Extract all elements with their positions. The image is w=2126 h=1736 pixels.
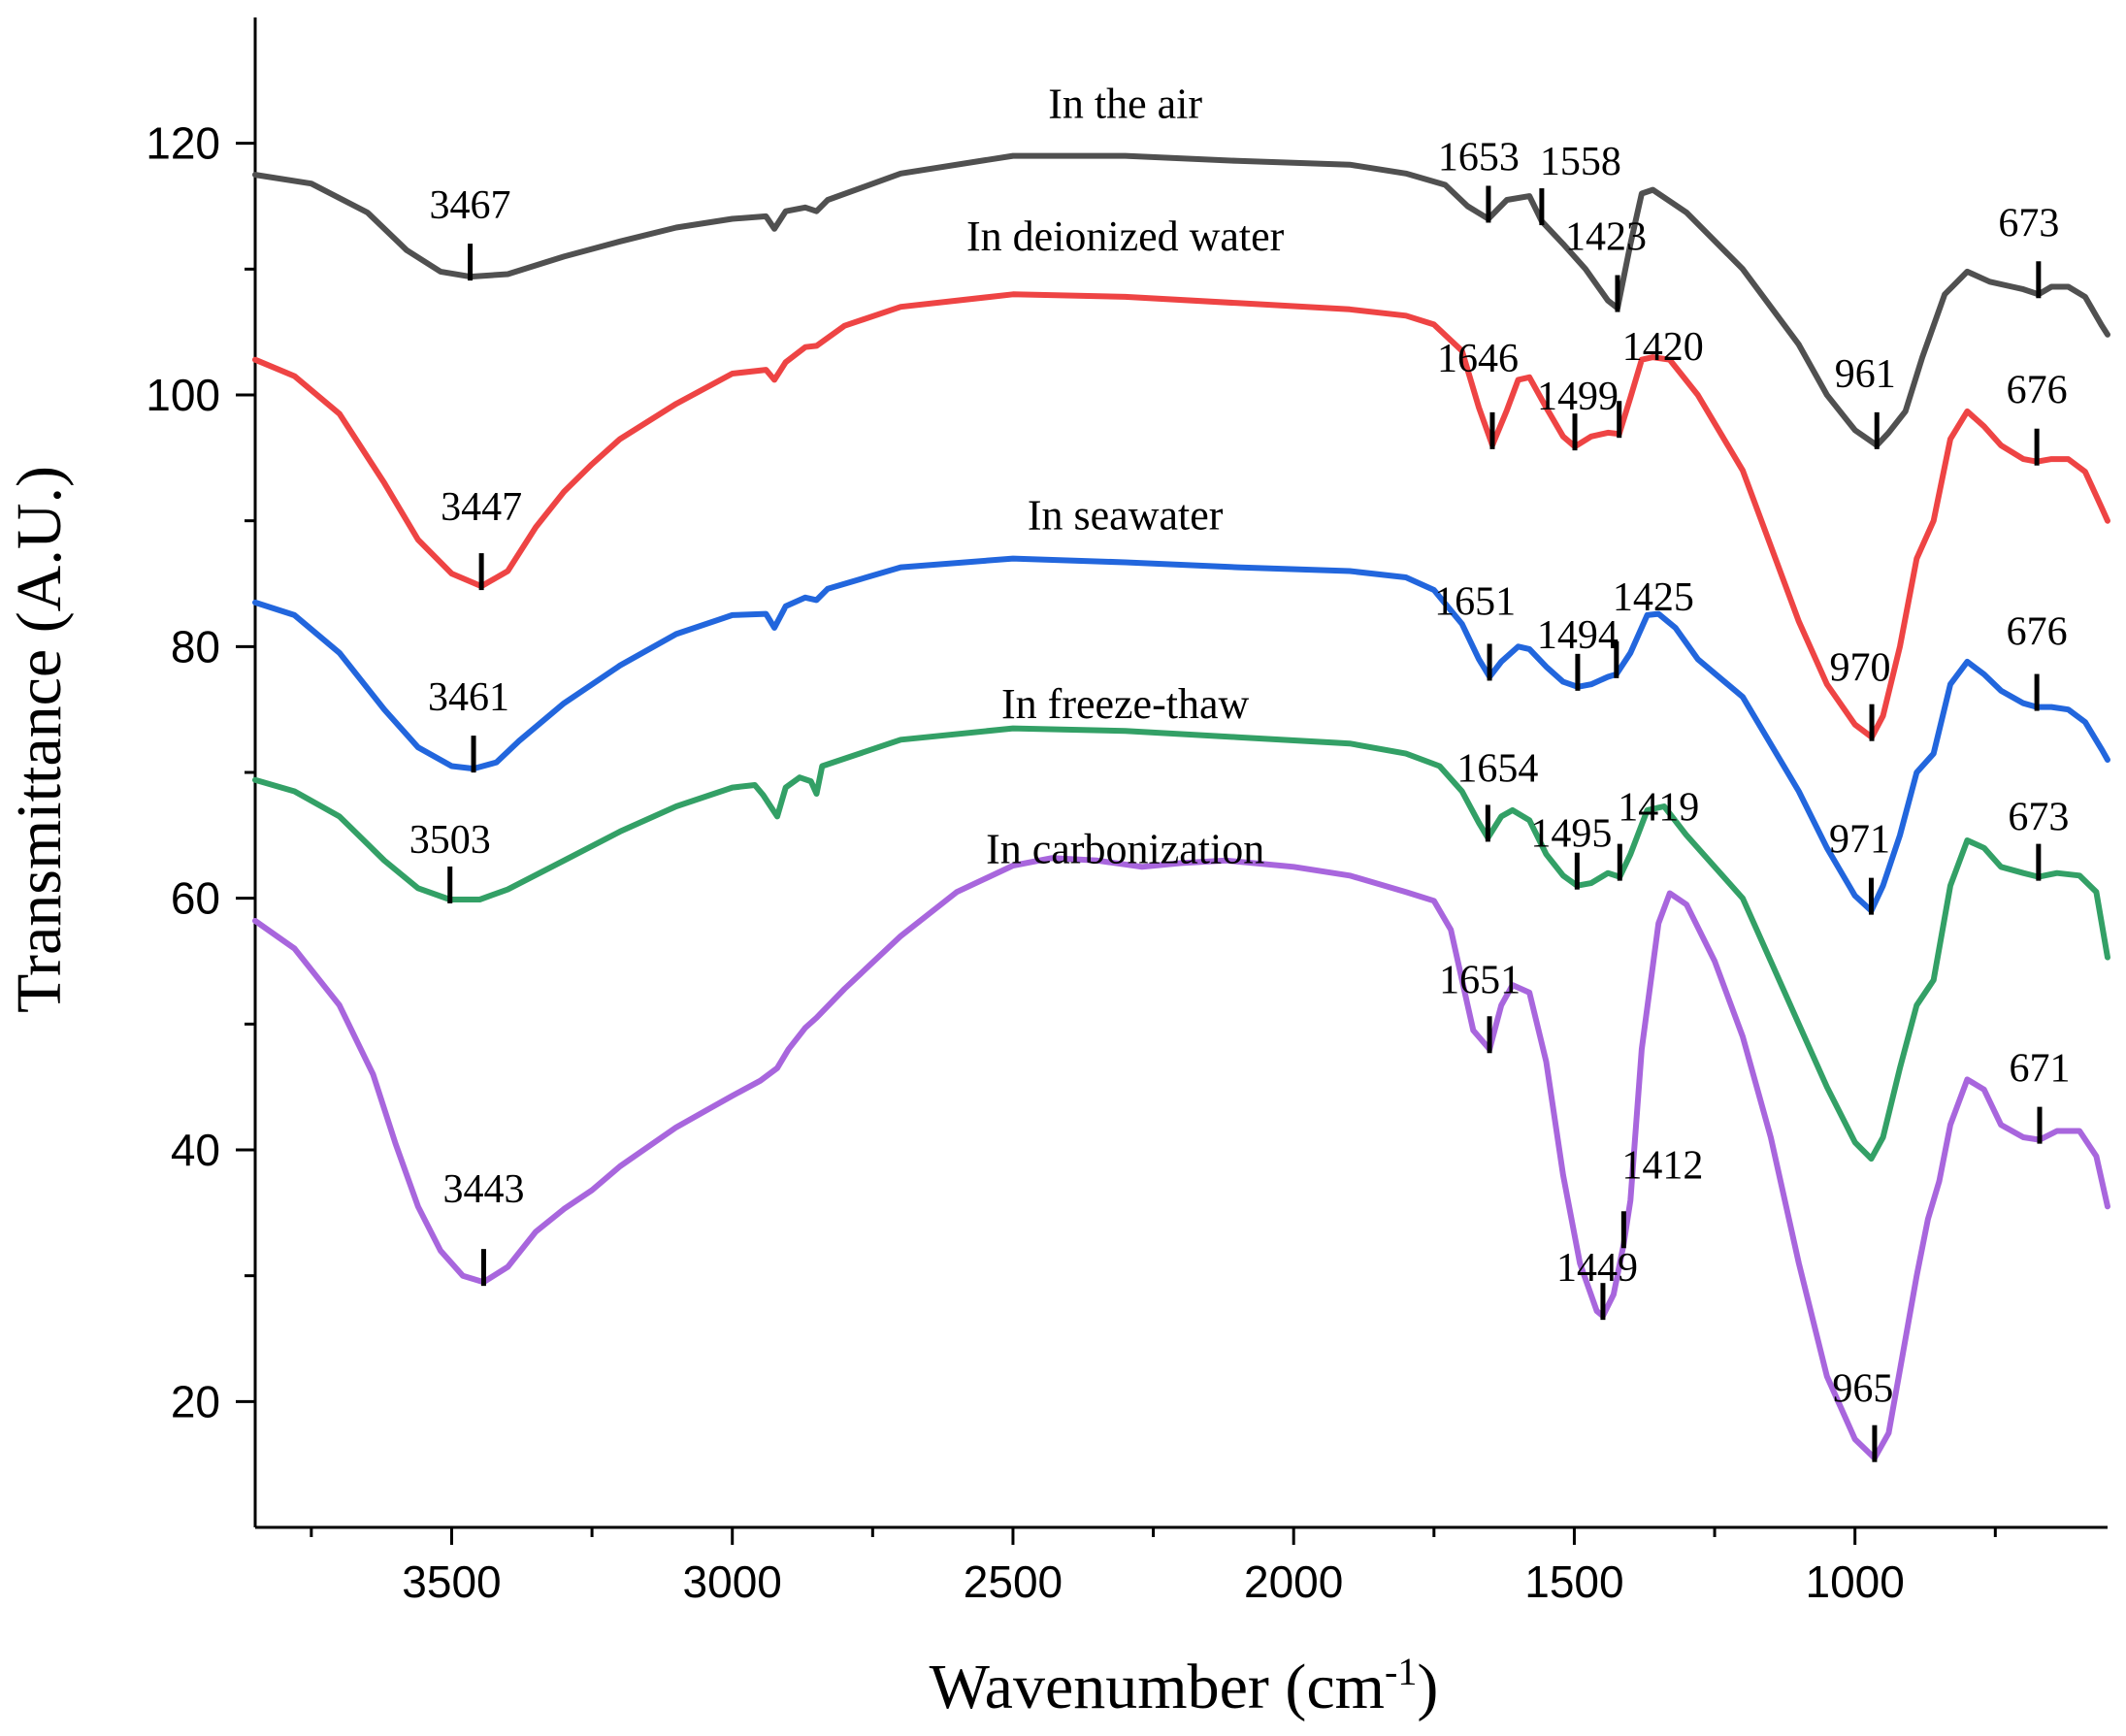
- axes: 3500 3000 2500 2000 1500 1000 20 40 60 80 100 120: [146, 17, 2108, 1607]
- peak-label: 1425: [1613, 575, 1694, 620]
- peak-label: 673: [2008, 796, 2069, 840]
- peak-label: 965: [1832, 1367, 1893, 1412]
- peak-label: 1499: [1537, 375, 1619, 419]
- y-tick-label: 80: [171, 621, 220, 671]
- peak-label: 673: [1998, 201, 2059, 246]
- peak-label: 1420: [1622, 325, 1704, 370]
- x-tick-label: 3000: [683, 1556, 782, 1607]
- series-line-in-freeze-thaw: [252, 725, 2110, 1163]
- x-axis-title: Wavenumber (cm-1): [930, 1650, 1439, 1722]
- peak-label: 970: [1830, 646, 1891, 691]
- x-axis-title-main: Wavenumber (cm: [930, 1652, 1385, 1722]
- peak-label: 961: [1835, 352, 1896, 397]
- peak-label: 1419: [1618, 786, 1699, 831]
- y-axis-title: Transmittance (A.U.): [4, 466, 75, 1013]
- x-tick-label: 3500: [402, 1556, 501, 1607]
- series-line-in-carbonization: [252, 855, 2110, 1461]
- series-labels: In the air In deionized water In seawater I…: [966, 81, 1285, 873]
- spectra: [252, 152, 2110, 1461]
- y-tick-label: 60: [171, 873, 220, 924]
- series-line-in-the-air: [252, 152, 2110, 448]
- peak-label: 3461: [428, 675, 509, 720]
- x-axis-title-close: ): [1417, 1652, 1438, 1722]
- x-axis-title-sup: -1: [1385, 1650, 1417, 1693]
- peak-label: 1423: [1565, 215, 1647, 260]
- series-line-in-deionized-water: [252, 291, 2110, 740]
- peak-label: 676: [2007, 610, 2068, 655]
- x-tick-label: 1000: [1806, 1556, 1905, 1607]
- peak-label: 1495: [1530, 812, 1612, 857]
- series-label-in-seawater: In seawater: [1028, 492, 1224, 540]
- series-label-in-freeze-thaw: In freeze-thaw: [1001, 680, 1249, 728]
- y-tick-label: 120: [146, 118, 220, 169]
- series-line-in-seawater: [252, 555, 2110, 914]
- peak-label: 971: [1829, 818, 1890, 863]
- peak-label: 3443: [442, 1167, 524, 1212]
- series-label-in-deionized-water: In deionized water: [966, 213, 1285, 260]
- peak-label: 1651: [1439, 958, 1521, 1002]
- peak-label: 3447: [441, 485, 522, 530]
- peak-label: 676: [2007, 369, 2068, 413]
- x-tick-label: 2000: [1244, 1556, 1343, 1607]
- peak-label: 3503: [409, 818, 491, 863]
- series-label-in-carbonization: In carbonization: [986, 825, 1264, 872]
- y-tick-label: 100: [146, 370, 220, 420]
- x-tick-label: 2500: [964, 1556, 1063, 1607]
- peak-label: 671: [2010, 1047, 2071, 1092]
- peak-label: 1449: [1556, 1246, 1638, 1291]
- y-tick-label: 40: [171, 1125, 220, 1175]
- peak-label: 1651: [1434, 579, 1516, 624]
- series-label-in-the-air: In the air: [1048, 81, 1202, 128]
- peak-label: 3467: [430, 183, 511, 228]
- peak-label: 1653: [1438, 135, 1520, 180]
- peak-label: 1654: [1456, 746, 1538, 791]
- peak-label: 1412: [1621, 1143, 1703, 1188]
- y-tick-label: 20: [171, 1376, 220, 1426]
- peak-label: 1494: [1537, 613, 1619, 658]
- x-tick-label: 1500: [1524, 1556, 1623, 1607]
- peak-label: 1646: [1437, 337, 1519, 381]
- peak-label: 1558: [1540, 140, 1621, 184]
